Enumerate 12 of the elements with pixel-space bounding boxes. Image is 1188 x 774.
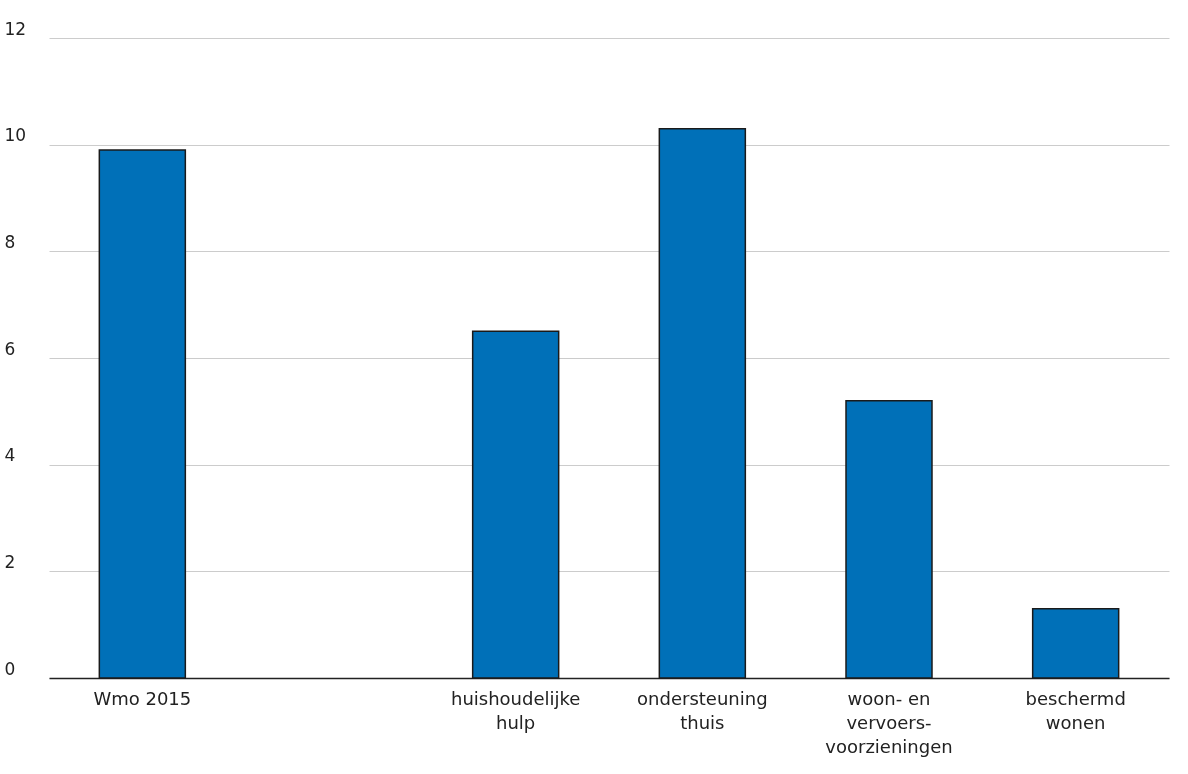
- y-tick-label: 0: [4, 658, 16, 679]
- x-tick-label: huishoudelijke hulp: [450, 687, 581, 733]
- x-tick-label: beschermd wonen: [1025, 687, 1126, 733]
- y-tick-label: 6: [4, 338, 16, 359]
- y-tick-label: 2: [4, 551, 16, 572]
- y-tick-label: 4: [4, 445, 16, 466]
- x-tick-label: ondersteuning thuis: [637, 687, 768, 733]
- x-tick-label: Wmo 2015: [93, 687, 192, 709]
- y-tick-label: 8: [4, 231, 16, 252]
- x-tick-label: woon- en vervoers-voorzieningen: [825, 687, 953, 757]
- y-tick-label: 12: [4, 18, 27, 39]
- y-tick-label: 10: [4, 125, 27, 146]
